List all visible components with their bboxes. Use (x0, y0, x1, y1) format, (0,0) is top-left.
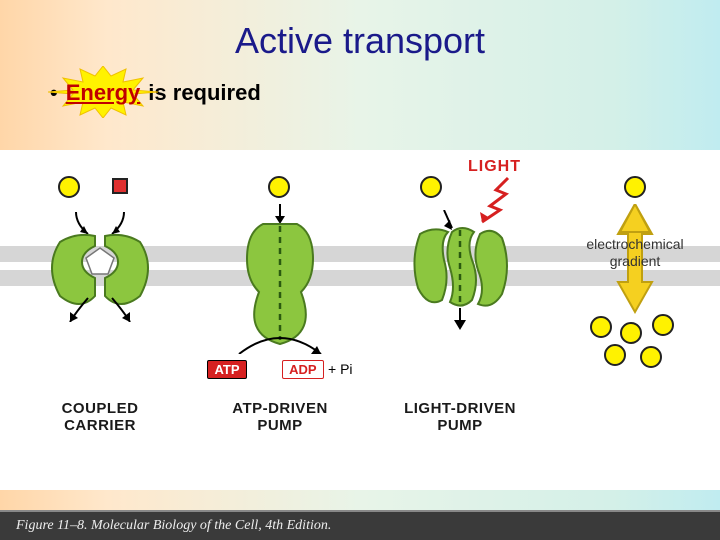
molecule-ball (604, 344, 626, 366)
molecule-ball (590, 316, 612, 338)
light-pump-protein (400, 210, 520, 330)
bullet-rest: is required (148, 80, 260, 106)
molecule-ball (640, 346, 662, 368)
slide-title: Active transport (0, 0, 720, 62)
molecule-square (112, 178, 128, 194)
energy-word: Energy (66, 80, 141, 105)
col-label: LIGHT-DRIVEN PUMP (380, 400, 540, 434)
molecule-ball (620, 322, 642, 344)
electro-label: electrochemical gradient (560, 236, 710, 270)
diagram-area: COUPLED CARRIER ATP ADP + Pi ATP-DRIVEN … (0, 150, 720, 490)
col-light: LIGHT LIGHT-DRIVEN PUMP (380, 150, 540, 440)
bullet-row: • Energy is required (50, 80, 720, 106)
molecule-ball (624, 176, 646, 198)
figure-caption: Figure 11–8. Molecular Biology of the Ce… (0, 510, 720, 540)
col-atp: ATP ADP + Pi ATP-DRIVEN PUMP (200, 150, 360, 440)
col-gradient: electrochemical gradient (560, 150, 710, 440)
pi-text: + Pi (328, 361, 353, 377)
molecule-ball (58, 176, 80, 198)
atp-badge: ATP (207, 360, 246, 379)
col-label: ATP-DRIVEN PUMP (200, 400, 360, 434)
col-coupled: COUPLED CARRIER (20, 150, 180, 440)
molecule-ball (652, 314, 674, 336)
adp-badge: ADP (282, 360, 323, 379)
coupled-carrier-protein (40, 212, 160, 322)
atp-pump-protein (225, 204, 335, 354)
energy-highlight: Energy (66, 80, 141, 106)
col-label: COUPLED CARRIER (20, 400, 180, 434)
molecule-ball (420, 176, 442, 198)
atp-row: ATP ADP + Pi (200, 360, 360, 379)
molecule-ball (268, 176, 290, 198)
light-label: LIGHT (468, 158, 521, 176)
